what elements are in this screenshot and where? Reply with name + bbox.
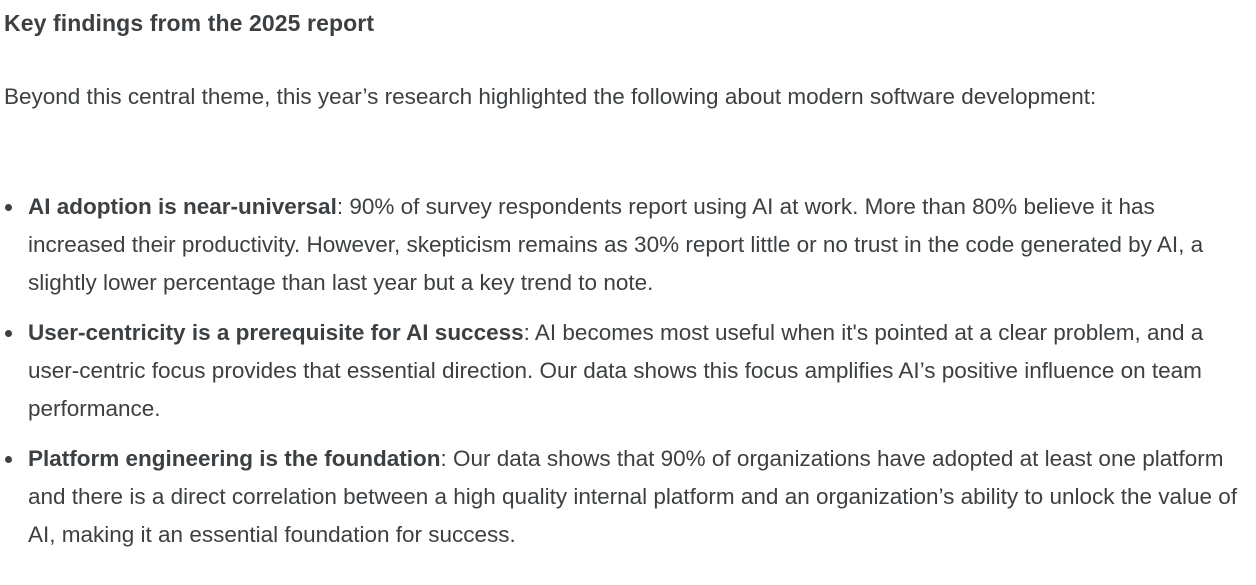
finding-title: Platform engineering is the foundation (28, 446, 441, 471)
bullet-icon (5, 330, 12, 337)
finding-title: User-centricity is a prerequisite for AI… (28, 320, 524, 345)
finding-text: : 90% of survey respondents report using… (28, 194, 1204, 295)
finding-text: : Our data shows that 90% of organizatio… (28, 446, 1238, 547)
findings-list: AI adoption is near-universal: 90% of su… (4, 188, 1244, 566)
finding-item-user-centricity: User-centricity is a prerequisite for AI… (4, 314, 1244, 428)
bullet-icon (5, 204, 12, 211)
finding-text: : AI becomes most useful when it's point… (28, 320, 1204, 421)
section-heading: Key findings from the 2025 report (4, 10, 375, 36)
intro-paragraph: Beyond this central theme, this year’s r… (4, 84, 1097, 109)
bullet-icon (5, 456, 12, 463)
finding-title: AI adoption is near-universal (28, 194, 337, 219)
finding-item-platform-engineering: Platform engineering is the foundation: … (4, 440, 1244, 554)
finding-item-ai-adoption: AI adoption is near-universal: 90% of su… (4, 188, 1244, 302)
